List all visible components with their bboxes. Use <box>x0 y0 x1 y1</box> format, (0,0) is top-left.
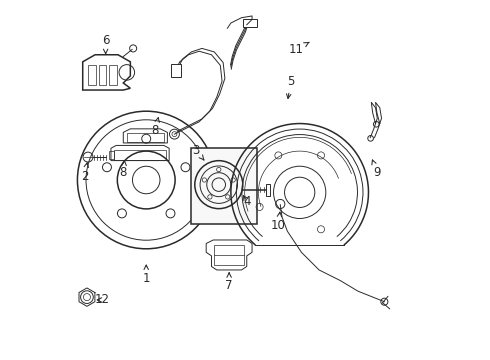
Bar <box>88 66 96 85</box>
Text: 12: 12 <box>95 293 110 306</box>
Bar <box>266 184 270 195</box>
Bar <box>127 134 164 142</box>
Bar <box>98 66 106 85</box>
Text: 10: 10 <box>271 212 286 232</box>
Bar <box>214 245 244 265</box>
Bar <box>115 150 166 160</box>
Text: 9: 9 <box>372 160 381 179</box>
Bar <box>192 148 257 224</box>
Text: 11: 11 <box>289 42 309 56</box>
Text: 4: 4 <box>243 195 250 208</box>
Text: 2: 2 <box>81 163 89 183</box>
Text: 6: 6 <box>102 34 109 54</box>
Bar <box>109 66 117 85</box>
Text: 8: 8 <box>151 118 159 137</box>
Circle shape <box>195 161 243 209</box>
Text: 3: 3 <box>192 144 204 160</box>
Text: 1: 1 <box>143 265 150 285</box>
Text: 5: 5 <box>287 75 294 99</box>
Bar <box>171 64 181 77</box>
Bar <box>243 19 257 27</box>
Text: 8: 8 <box>120 161 127 179</box>
Bar <box>109 151 115 159</box>
Text: 7: 7 <box>225 273 233 292</box>
